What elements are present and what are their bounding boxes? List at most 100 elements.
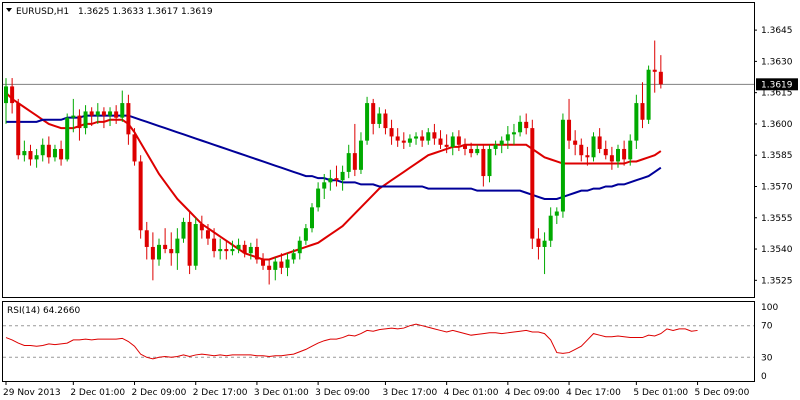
current-price-label: 1.3619: [761, 80, 793, 90]
rsi-tick-label: 30: [761, 353, 773, 363]
candle-body: [658, 71, 663, 85]
x-tick-label: 3 Dec 17:00: [382, 388, 437, 398]
candle: [254, 238, 259, 264]
candle: [463, 138, 467, 156]
x-tick-label: 4 Dec 01:00: [444, 388, 499, 398]
y-axis-labels: 1.3645 1.3630 1.3615 1.3600 1.3585 1.3570 1.35…: [754, 26, 793, 286]
candle: [493, 140, 498, 156]
candle-body: [205, 230, 210, 239]
candle-body: [193, 224, 198, 266]
candle-body: [469, 148, 474, 154]
candle-body: [352, 153, 357, 170]
candle-body: [560, 119, 565, 212]
candle-body: [426, 132, 431, 141]
candle-body: [530, 128, 535, 239]
candle: [518, 115, 523, 137]
candle-body: [358, 140, 363, 170]
candle: [548, 207, 553, 247]
candle: [187, 211, 192, 275]
moving-average-line-1: [5, 91, 662, 261]
candle: [242, 240, 247, 258]
candle: [132, 128, 137, 166]
candle: [285, 253, 290, 277]
candle: [389, 119, 394, 145]
candle: [365, 96, 370, 145]
candle-body: [267, 265, 272, 270]
candle-body: [346, 153, 351, 172]
current-price-marker: 1.3619: [756, 78, 798, 91]
candle-body: [10, 86, 15, 104]
candle-body: [518, 121, 523, 133]
candle: [267, 259, 272, 285]
candle-body: [463, 144, 467, 149]
candle: [230, 240, 235, 256]
candle: [4, 78, 8, 124]
candle-body: [230, 249, 235, 252]
candle-body: [52, 148, 57, 158]
candle: [59, 140, 64, 166]
candle: [120, 90, 125, 122]
candle-body: [475, 148, 480, 154]
candle: [554, 207, 559, 225]
candle: [542, 232, 547, 275]
candle-body: [450, 136, 455, 147]
candle-body: [144, 230, 149, 247]
candle-body: [395, 136, 400, 141]
candle-body: [138, 161, 143, 231]
candle-body: [487, 148, 492, 177]
candle: [573, 130, 578, 156]
candle-body: [328, 178, 333, 183]
candle: [310, 203, 314, 233]
candle: [401, 132, 406, 149]
y-tick-label: 1.3585: [761, 151, 793, 161]
candle-body: [181, 221, 186, 239]
candles: [4, 40, 663, 285]
candle: [150, 232, 155, 281]
candle: [585, 146, 590, 166]
candle-body: [371, 103, 376, 124]
candle: [346, 144, 351, 179]
candle: [71, 98, 76, 133]
collapse-triangle-icon[interactable]: [6, 8, 12, 12]
candle-body: [444, 144, 449, 147]
candle: [297, 236, 302, 260]
candle: [371, 98, 376, 135]
candle: [395, 128, 400, 147]
candle: [481, 144, 486, 187]
y-tick-label: 1.3600: [761, 120, 793, 130]
candle: [52, 144, 57, 162]
candle-body: [414, 136, 419, 139]
candle-body: [242, 244, 247, 254]
candle-body: [573, 140, 578, 145]
candle: [89, 107, 94, 127]
candle: [83, 105, 88, 135]
candle-body: [536, 238, 541, 247]
candle: [420, 130, 425, 147]
candle-body: [150, 246, 155, 260]
candle: [475, 144, 480, 156]
candle-body: [175, 238, 180, 254]
candle: [560, 113, 565, 218]
candle: [334, 165, 339, 187]
candle-body: [646, 69, 651, 120]
x-tick-label: 3 Dec 09:00: [315, 388, 370, 398]
candle-body: [383, 113, 388, 129]
candle: [322, 173, 327, 199]
candle-body: [640, 103, 645, 120]
candle: [157, 238, 161, 266]
rsi-indicator-label: RSI(14) 64.2660: [7, 306, 80, 316]
candle-body: [187, 221, 192, 266]
x-tick-label: 4 Dec 09:00: [505, 388, 560, 398]
ohlc-label: 1.3625 1.3633 1.3617 1.3619: [78, 7, 213, 17]
x-tick-label: 5 Dec 09:00: [695, 388, 750, 398]
candle: [291, 249, 296, 264]
candle: [438, 130, 443, 149]
candle-body: [389, 128, 394, 137]
rsi-line: [5, 323, 698, 360]
candle-body: [524, 121, 529, 129]
candle-body: [101, 111, 106, 116]
candle: [205, 224, 210, 245]
candle-body: [554, 211, 559, 216]
candle-body: [438, 138, 443, 145]
candle-body: [316, 188, 321, 208]
